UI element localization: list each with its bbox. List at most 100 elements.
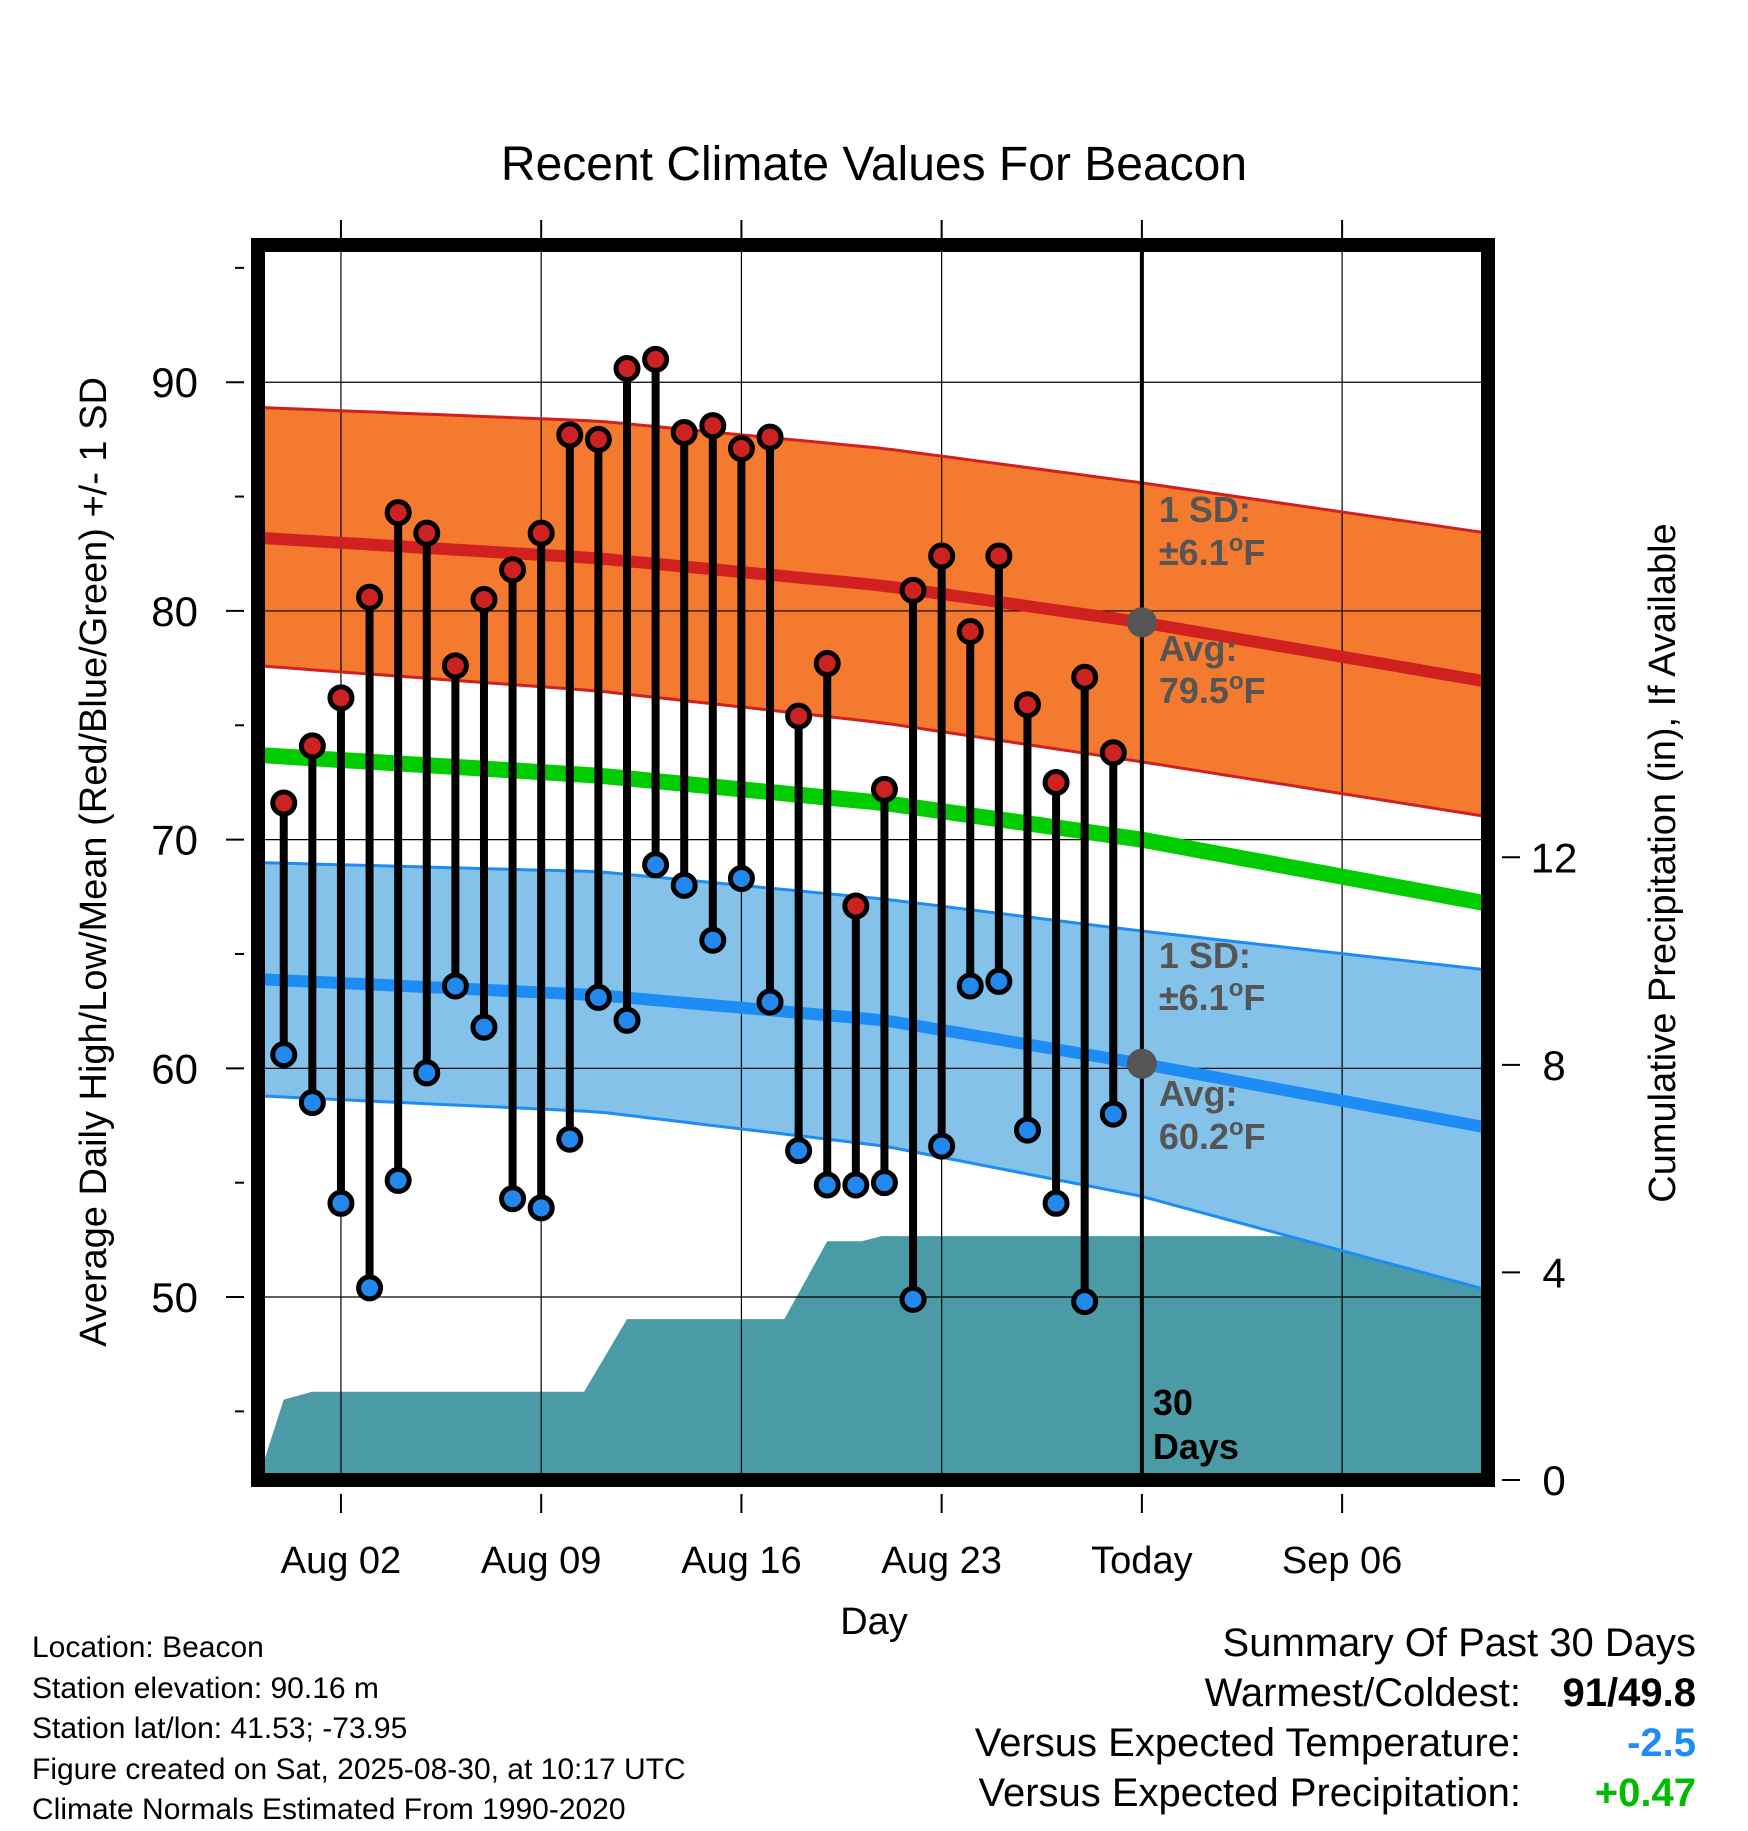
x-tick-label: Aug 09 bbox=[481, 1540, 601, 1582]
observed-low-point bbox=[1071, 1288, 1099, 1316]
info-latlon: Station lat/lon: 41.53; -73.95 bbox=[32, 1712, 408, 1745]
observed-high-point bbox=[1099, 739, 1127, 767]
observed-high-point bbox=[470, 585, 498, 613]
warm-cold-separator: / bbox=[1607, 1671, 1619, 1715]
observed-low-point bbox=[298, 1089, 326, 1117]
observed-high-point bbox=[298, 732, 326, 760]
observed-low-point bbox=[699, 926, 727, 954]
info-normals: Climate Normals Estimated From 1990-2020 bbox=[32, 1793, 626, 1826]
x-tick-label: Aug 02 bbox=[281, 1540, 401, 1582]
coldest-value: 49.8 bbox=[1618, 1671, 1696, 1715]
info-elevation: Station elevation: 90.16 m bbox=[32, 1671, 379, 1705]
observed-high-point bbox=[1013, 691, 1041, 719]
observed-high-point bbox=[1042, 768, 1070, 796]
observed-high-point bbox=[785, 702, 813, 730]
info-created: Figure created on Sat, 2025-08-30, at 10… bbox=[32, 1752, 686, 1786]
observed-high-point bbox=[556, 421, 584, 449]
plot-frame bbox=[251, 238, 1495, 1487]
x-axis-label: Day bbox=[840, 1601, 908, 1643]
observed-high-point bbox=[727, 435, 755, 463]
observed-low-point bbox=[1013, 1116, 1041, 1144]
observed-high-point bbox=[384, 499, 412, 527]
low-lower-sd-line bbox=[258, 1094, 1488, 1292]
high-lower-sd-line bbox=[258, 664, 1488, 819]
observed-low-point bbox=[584, 983, 612, 1011]
observed-low-point bbox=[785, 1137, 813, 1165]
observed-high-point bbox=[670, 419, 698, 447]
x-tick-label: Today bbox=[1091, 1540, 1192, 1582]
observed-high-point bbox=[1071, 663, 1099, 691]
observed-high-point bbox=[956, 618, 984, 646]
observed-low-point bbox=[441, 972, 469, 1000]
y-tick-label: 60 bbox=[151, 1045, 198, 1092]
y-tick-label: 50 bbox=[151, 1274, 198, 1321]
observed-low-point bbox=[1099, 1100, 1127, 1128]
days-count-label: 30 bbox=[1153, 1382, 1193, 1423]
observed-low-point bbox=[499, 1185, 527, 1213]
y-tick-label: 80 bbox=[151, 588, 198, 635]
y2-tick-label: 0 bbox=[1542, 1457, 1565, 1504]
temp-anomaly-value: -2.5 bbox=[1627, 1721, 1696, 1765]
days-word-label: Days bbox=[1153, 1426, 1239, 1467]
x-tick-label: Aug 16 bbox=[681, 1540, 801, 1582]
observed-low-point bbox=[642, 851, 670, 879]
axes-group: 50 60 70 80 90 0 4 8 12 Aug 02 Aug 09 Aug 16 Aug 23 T… bbox=[151, 220, 1577, 1582]
precip-area bbox=[258, 1236, 1488, 1480]
high-average-line bbox=[258, 531, 1488, 688]
y2-tick-label: 12 bbox=[1531, 834, 1578, 881]
observed-high-point bbox=[270, 789, 298, 817]
low-avg-value: 60.2oF bbox=[1159, 1114, 1266, 1157]
observed-low-point bbox=[527, 1194, 555, 1222]
observed-low-point bbox=[985, 967, 1013, 995]
summary-warm-cold-row: Warmest/Coldest: 91/49.8 bbox=[975, 1668, 1696, 1718]
low-sd-band bbox=[258, 862, 1488, 1291]
observed-low-point bbox=[270, 1041, 298, 1069]
high-sd-value: ±6.1oF bbox=[1159, 530, 1265, 573]
observed-low-point bbox=[384, 1166, 412, 1194]
high-sd-label: 1 SD: bbox=[1159, 489, 1251, 530]
observed-high-point bbox=[356, 583, 384, 611]
today-low-avg-marker bbox=[1126, 1048, 1157, 1079]
observed-high-point bbox=[899, 576, 927, 604]
observed-low-point bbox=[470, 1013, 498, 1041]
observed-low-point bbox=[899, 1285, 927, 1313]
high-avg-label: Avg: bbox=[1159, 628, 1238, 669]
observed-low-point bbox=[613, 1006, 641, 1034]
summary-precip-row: Versus Expected Precipitation: +0.47 bbox=[975, 1768, 1696, 1818]
x-tick-label: Sep 06 bbox=[1282, 1540, 1402, 1582]
today-high-avg-marker bbox=[1126, 607, 1157, 638]
warm-cold-label: Warmest/Coldest: bbox=[1204, 1671, 1521, 1715]
station-info: Location: Beacon Station elevation: 90.1… bbox=[32, 1628, 686, 1831]
temp-anomaly-label: Versus Expected Temperature: bbox=[974, 1721, 1521, 1765]
observed-high-point bbox=[499, 556, 527, 584]
observed-high-point bbox=[613, 355, 641, 382]
observed-low-point bbox=[1042, 1189, 1070, 1217]
observed-high-point bbox=[527, 519, 555, 547]
summary-temp-row: Versus Expected Temperature: -2.5 bbox=[975, 1718, 1696, 1768]
observed-low-point bbox=[870, 1169, 898, 1197]
observed-high-point bbox=[441, 652, 469, 680]
summary-title: Summary Of Past 30 Days bbox=[1222, 1621, 1696, 1665]
observed-high-point bbox=[699, 412, 727, 440]
mean-line bbox=[258, 747, 1488, 912]
observations-group bbox=[270, 345, 1157, 1316]
chart-title: Recent Climate Values For Beacon bbox=[501, 138, 1247, 191]
y2-tick-label: 8 bbox=[1542, 1042, 1565, 1089]
precip-anomaly-label: Versus Expected Precipitation: bbox=[978, 1771, 1521, 1815]
low-sd-value: ±6.1oF bbox=[1159, 975, 1265, 1018]
y-tick-label: 70 bbox=[151, 817, 198, 864]
y-tick-label: 90 bbox=[151, 359, 198, 406]
observed-low-point bbox=[727, 865, 755, 893]
observed-low-point bbox=[813, 1171, 841, 1199]
low-sd-label: 1 SD: bbox=[1159, 935, 1251, 976]
observed-low-point bbox=[413, 1059, 441, 1087]
observed-high-point bbox=[842, 892, 870, 920]
low-avg-label: Avg: bbox=[1159, 1073, 1238, 1114]
observed-high-point bbox=[928, 542, 956, 570]
high-avg-value: 79.5oF bbox=[1159, 668, 1266, 711]
y-axis-label: Average Daily High/Low/Mean (Red/Blue/Gr… bbox=[73, 377, 115, 1347]
info-location: Location: Beacon bbox=[32, 1631, 264, 1664]
